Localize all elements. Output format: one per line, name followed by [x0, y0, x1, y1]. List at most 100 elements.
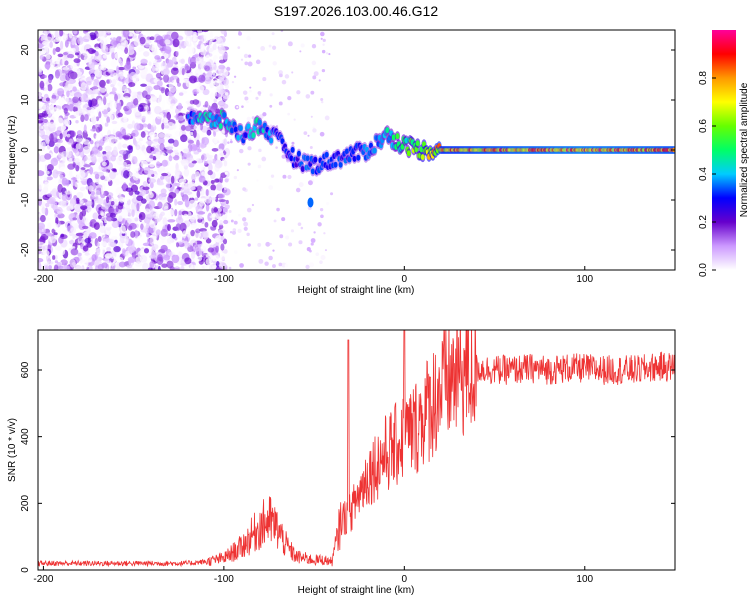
noise-blob — [196, 30, 203, 33]
noise-blob — [310, 115, 313, 118]
noise-blob — [206, 129, 212, 136]
noise-blob — [75, 137, 83, 143]
noise-blob — [55, 46, 61, 53]
noise-blob — [306, 247, 311, 252]
ridge-cell — [406, 150, 411, 157]
snr-panel: -200 -100 0 100 0 200 400 600 Height of straig… — [7, 329, 676, 596]
noise-blob — [243, 53, 249, 59]
noise-blob — [53, 37, 61, 43]
noise-blob — [70, 220, 76, 226]
noise-blob — [80, 205, 88, 210]
noise-blob — [40, 233, 49, 241]
noise-blob — [115, 131, 122, 138]
noise-blob — [130, 184, 139, 193]
noise-blob — [115, 256, 124, 263]
noise-blob — [46, 176, 53, 181]
noise-blob — [190, 56, 197, 65]
noise-blob — [233, 220, 238, 225]
noise-blob — [126, 264, 133, 269]
noise-blob — [92, 212, 99, 220]
noise-blob — [132, 172, 140, 181]
noise-blob — [146, 232, 150, 238]
noise-blob — [101, 241, 108, 247]
noise-blob — [194, 53, 200, 58]
noise-blob — [168, 155, 173, 162]
noise-blob — [86, 254, 93, 263]
noise-blob — [164, 39, 171, 45]
noise-blob — [189, 193, 194, 199]
noise-blob — [63, 229, 69, 236]
noise-blob — [48, 265, 52, 270]
noise-blob — [251, 203, 255, 207]
noise-blob — [69, 258, 76, 268]
noise-blob — [189, 186, 196, 191]
noise-blob — [46, 163, 54, 172]
ridge-cell — [307, 197, 314, 208]
noise-blob — [68, 138, 74, 145]
noise-blob — [239, 263, 244, 268]
noise-blob — [88, 251, 94, 257]
noise-blob — [106, 30, 111, 34]
noise-blob — [70, 227, 77, 234]
noise-blob — [164, 108, 171, 113]
noise-blob — [141, 115, 146, 121]
noise-blob — [320, 31, 325, 37]
noise-blob — [38, 234, 41, 240]
noise-blob — [188, 75, 197, 84]
noise-blob — [62, 51, 69, 56]
noise-blob — [104, 136, 109, 143]
noise-blob — [215, 58, 219, 67]
noise-blob — [64, 189, 73, 195]
noise-blob — [161, 122, 165, 130]
noise-blob — [122, 30, 130, 38]
noise-blob — [325, 201, 330, 206]
noise-blob — [44, 44, 49, 53]
noise-blob — [64, 86, 70, 92]
noise-blob — [123, 170, 130, 179]
spectrogram-marks — [38, 30, 675, 270]
noise-blob — [110, 253, 115, 260]
noise-blob — [60, 259, 68, 266]
noise-blob — [123, 116, 128, 123]
noise-blob — [43, 84, 48, 92]
noise-blob — [173, 155, 180, 161]
noise-blob — [104, 145, 112, 152]
noise-blob — [112, 87, 117, 92]
noise-blob — [179, 222, 187, 232]
noise-blob — [246, 207, 252, 213]
bottom-y-axis-label: SNR (10 * v/v) — [7, 418, 18, 482]
noise-blob — [118, 261, 126, 268]
noise-blob — [91, 115, 97, 124]
noise-blob — [212, 254, 220, 262]
noise-blob — [281, 217, 286, 222]
noise-blob — [208, 37, 215, 41]
noise-blob — [98, 111, 102, 119]
noise-blob — [230, 138, 233, 141]
noise-blob — [135, 30, 140, 35]
noise-blob — [93, 222, 100, 230]
ridge-cell — [289, 155, 294, 162]
noise-blob — [204, 77, 212, 85]
ridge-cell — [238, 125, 243, 132]
noise-blob — [69, 203, 74, 209]
noise-blob — [38, 120, 44, 124]
noise-blob — [58, 191, 63, 199]
noise-blob — [54, 69, 60, 79]
noise-blob — [49, 210, 54, 216]
noise-blob — [242, 217, 247, 222]
noise-blob — [39, 54, 44, 60]
noise-blob — [287, 95, 292, 101]
noise-blob — [319, 208, 324, 212]
noise-blob — [88, 185, 94, 192]
noise-blob — [168, 165, 176, 175]
noise-blob — [46, 105, 50, 115]
noise-blob — [281, 79, 287, 85]
noise-blob — [143, 51, 150, 57]
top-x-tick-label: -100 — [214, 274, 234, 285]
noise-blob — [115, 102, 122, 111]
noise-blob — [69, 170, 73, 177]
noise-blob — [243, 221, 249, 227]
noise-blob — [319, 260, 323, 264]
ridge-cell — [236, 134, 241, 141]
